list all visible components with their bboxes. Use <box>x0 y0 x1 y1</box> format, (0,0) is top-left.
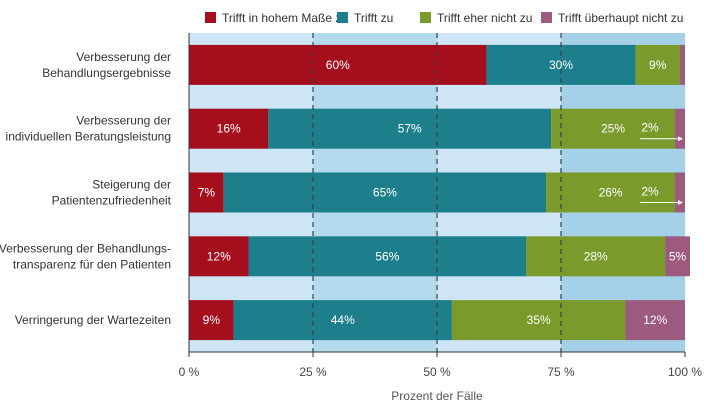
category-label-line: Behandlungsergebnisse <box>42 66 171 80</box>
legend-label: Trifft eher nicht zu <box>437 11 532 25</box>
category-label-line: Verbesserung der <box>76 50 171 64</box>
category-label-line: Verbesserung der <box>76 114 171 128</box>
category-label: Verbesserung der Behandlungs-transparenz… <box>0 241 171 271</box>
bar-segment <box>233 300 452 341</box>
category-label-line: Verbesserung der Behandlungs- <box>0 241 171 255</box>
bar-segment <box>189 108 269 149</box>
legend-label: Trifft überhaupt nicht zu <box>558 11 683 25</box>
legend-swatch <box>337 12 348 23</box>
x-tick-label: 75 % <box>547 365 575 379</box>
category-label: Verringerung der Wartezeiten <box>15 313 171 327</box>
data-label: 35% <box>527 313 551 327</box>
category-label-line: Verringerung der Wartezeiten <box>15 313 171 327</box>
data-label: 25% <box>601 122 625 136</box>
legend-swatch <box>205 12 216 23</box>
bar-segment <box>625 300 685 341</box>
x-axis-title: Prozent der Fälle <box>391 389 483 403</box>
data-label: 7% <box>198 186 216 200</box>
bar-segment <box>248 236 527 277</box>
bar-segment <box>551 108 676 149</box>
data-label: 16% <box>217 122 241 136</box>
data-label: 12% <box>207 249 231 263</box>
data-label: 9% <box>649 58 667 72</box>
callout-label: 2% <box>641 185 659 199</box>
bar-segment <box>268 108 552 149</box>
x-tick-label: 0 % <box>179 365 200 379</box>
bars <box>189 44 690 341</box>
bar-segment <box>526 236 666 277</box>
data-label: 60% <box>326 58 350 72</box>
data-label: 28% <box>584 249 608 263</box>
category-label-line: Steigerung der <box>92 178 171 192</box>
bar-segment <box>189 236 249 277</box>
category-labels: Verbesserung der BehandlungsergebnisseVer… <box>0 50 172 327</box>
legend-swatch <box>541 12 552 23</box>
bar-segment <box>680 44 685 85</box>
legend-swatch <box>420 12 431 23</box>
gridlines <box>312 33 562 352</box>
bar-segment <box>635 44 681 85</box>
callout-label: 2% <box>641 121 659 135</box>
data-label: 26% <box>599 186 623 200</box>
category-label: Verbesserung der individuellen Beratungsl… <box>6 114 171 144</box>
bar-segment <box>189 300 234 341</box>
x-tick-label: 50 % <box>423 365 451 379</box>
bar-segment <box>223 172 547 213</box>
callout-arrowhead <box>678 200 684 205</box>
legend-label: Trifft zu <box>354 11 393 25</box>
bar-segment <box>189 172 224 213</box>
x-axis: 0 % 25 % 50 % 75 % 100 % <box>179 33 702 379</box>
category-label-line: Patientenzufriedenheit <box>52 194 172 208</box>
bar-segment <box>451 300 626 341</box>
category-label-line: individuellen Beratungsleistung <box>6 130 171 144</box>
x-tick-label: 25 % <box>299 365 327 379</box>
legend-label: Trifft in hohem Maße zu <box>222 11 348 25</box>
data-label: 65% <box>373 186 397 200</box>
bar-segment <box>546 172 676 213</box>
bar-segment <box>675 108 685 149</box>
data-label: 56% <box>375 249 399 263</box>
data-label: 44% <box>331 313 355 327</box>
data-label: 5% <box>669 249 687 263</box>
bar-segment <box>665 236 690 277</box>
data-label: 57% <box>398 122 422 136</box>
data-label: 30% <box>549 58 573 72</box>
x-tick-label: 100 % <box>668 365 702 379</box>
category-label: Verbesserung der Behandlungsergebnisse <box>42 50 171 80</box>
bar-segment <box>675 172 685 213</box>
legend: Trifft in hohem Maße zu Trifft zu Trifft e… <box>205 11 683 25</box>
callout-arrowhead <box>678 136 684 142</box>
data-label: 9% <box>203 313 221 327</box>
data-labels: 60% 30% 9% 16% 57% 25% 7% 65% 26% 12% 56% 28% 5% 9% 44… <box>198 58 687 327</box>
category-label-line: transparenz für den Patienten <box>13 257 171 271</box>
data-label: 12% <box>643 313 667 327</box>
category-label: Steigerung der Patientenzufriedenheit <box>52 178 172 208</box>
